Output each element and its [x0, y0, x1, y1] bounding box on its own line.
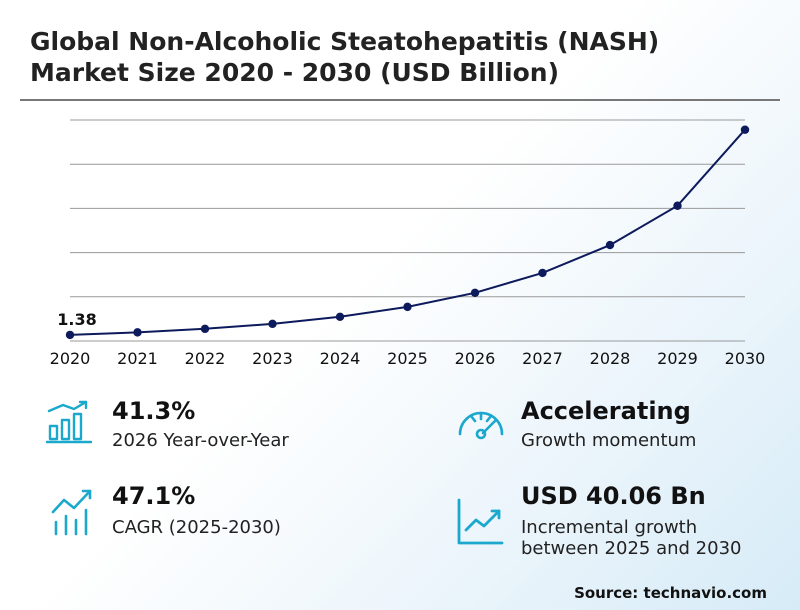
x-tick-label-2022: 2022 — [185, 349, 226, 368]
data-point-2025 — [403, 302, 412, 312]
stat-cagr-value: 47.1% — [112, 482, 196, 510]
x-axis-ticks: 2020 2021 2022 2023 2024 2025 2026 2027 2028 2029… — [50, 349, 766, 368]
data-point-2030 — [740, 125, 750, 134]
speedometer-icon — [458, 411, 504, 440]
data-point-2029 — [673, 201, 682, 210]
chart-title-line-1: Global Non-Alcoholic Steatohepatitis (NA… — [30, 27, 660, 56]
chart-title-line-2: Market Size 2020 - 2030 (USD Billion) — [30, 58, 559, 87]
x-tick-label-2028: 2028 — [590, 349, 631, 368]
line-chart-up-icon — [457, 498, 504, 545]
title-divider — [20, 99, 780, 101]
data-point-2028 — [605, 240, 615, 250]
x-tick-label-2027: 2027 — [522, 349, 563, 368]
x-tick-label-2024: 2024 — [320, 349, 361, 368]
data-point-2022 — [200, 324, 210, 334]
stat-incremental-label-line-1: Incremental growth — [521, 517, 698, 538]
data-label-2020: 1.38 — [57, 310, 96, 329]
data-point-2020 — [65, 330, 75, 340]
bar-line-trend-icon — [51, 489, 92, 536]
stat-cagr-label: CAGR (2025-2030) — [112, 517, 281, 538]
data-point-2021 — [133, 328, 142, 337]
stat-momentum-label: Growth momentum — [521, 430, 697, 451]
x-tick-label-2021: 2021 — [117, 349, 158, 368]
chart-title: Global Non-Alcoholic Steatohepatitis (NA… — [30, 26, 770, 88]
data-labels: 1.38 — [57, 310, 96, 329]
stat-yoy-label: 2026 Year-over-Year — [112, 430, 289, 451]
data-point-2027 — [538, 268, 547, 278]
stat-incremental-value: USD 40.06 Bn — [521, 482, 706, 510]
x-tick-label-2026: 2026 — [455, 349, 496, 368]
data-point-2026 — [470, 288, 480, 298]
x-tick-label-2030: 2030 — [725, 349, 766, 368]
stat-momentum-value: Accelerating — [521, 397, 691, 425]
data-point-2024 — [335, 312, 345, 322]
x-tick-label-2029: 2029 — [657, 349, 698, 368]
source-credit: Source: technavio.com — [574, 584, 767, 602]
line-chart: 2020 2021 2022 2023 2024 2025 2026 2027 2028 2029… — [50, 119, 766, 368]
data-points — [65, 125, 750, 340]
data-point-2023 — [268, 319, 277, 329]
stat-yoy-value: 41.3% — [112, 397, 196, 425]
stat-incremental-label: Incremental growth between 2025 and 2030 — [521, 517, 741, 559]
x-tick-label-2023: 2023 — [252, 349, 293, 368]
gridlines — [70, 119, 745, 342]
stat-incremental-label-line-2: between 2025 and 2030 — [521, 538, 742, 559]
bar-chart-growth-icon — [46, 400, 92, 444]
x-tick-label-2020: 2020 — [50, 349, 91, 368]
x-tick-label-2025: 2025 — [387, 349, 428, 368]
